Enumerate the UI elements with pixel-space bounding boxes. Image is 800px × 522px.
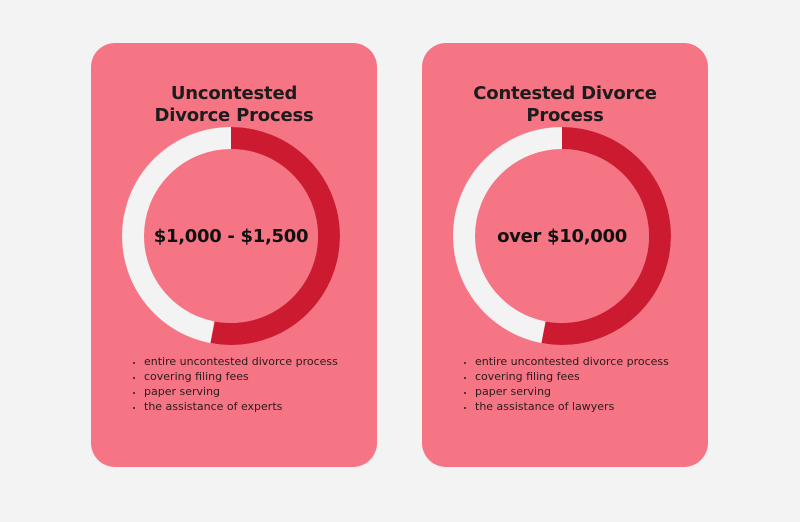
list-item: entire uncontested divorce process bbox=[144, 354, 338, 369]
list-item: the assistance of experts bbox=[144, 399, 338, 414]
list-item: paper serving bbox=[475, 384, 669, 399]
cost-amount: $1,000 - $1,500 bbox=[153, 225, 309, 247]
uncontested-card: Uncontested Divorce Process $1,000 - $1,… bbox=[91, 43, 377, 467]
card-title-line: Process bbox=[526, 105, 604, 126]
card-title-line: Divorce Process bbox=[154, 105, 314, 126]
card-title-line: Contested Divorce bbox=[473, 83, 657, 104]
card-title: Contested Divorce Process bbox=[422, 83, 708, 127]
cost-amount: over $10,000 bbox=[497, 225, 627, 247]
list-item: the assistance of lawyers bbox=[475, 399, 669, 414]
ring-fill-arc bbox=[453, 127, 671, 345]
card-title-line: Uncontested bbox=[170, 83, 298, 104]
card-title: Uncontested Divorce Process bbox=[91, 83, 377, 127]
feature-list: entire uncontested divorce process cover… bbox=[129, 354, 338, 414]
ring-fill-arc bbox=[122, 127, 340, 345]
list-item: entire uncontested divorce process bbox=[475, 354, 669, 369]
cost-donut-ring bbox=[122, 127, 340, 345]
list-item: covering filing fees bbox=[475, 369, 669, 384]
cost-donut-ring bbox=[453, 127, 671, 345]
list-item: paper serving bbox=[144, 384, 338, 399]
contested-card: Contested Divorce Process over $10,000 e… bbox=[422, 43, 708, 467]
feature-list: entire uncontested divorce process cover… bbox=[460, 354, 669, 414]
list-item: covering filing fees bbox=[144, 369, 338, 384]
